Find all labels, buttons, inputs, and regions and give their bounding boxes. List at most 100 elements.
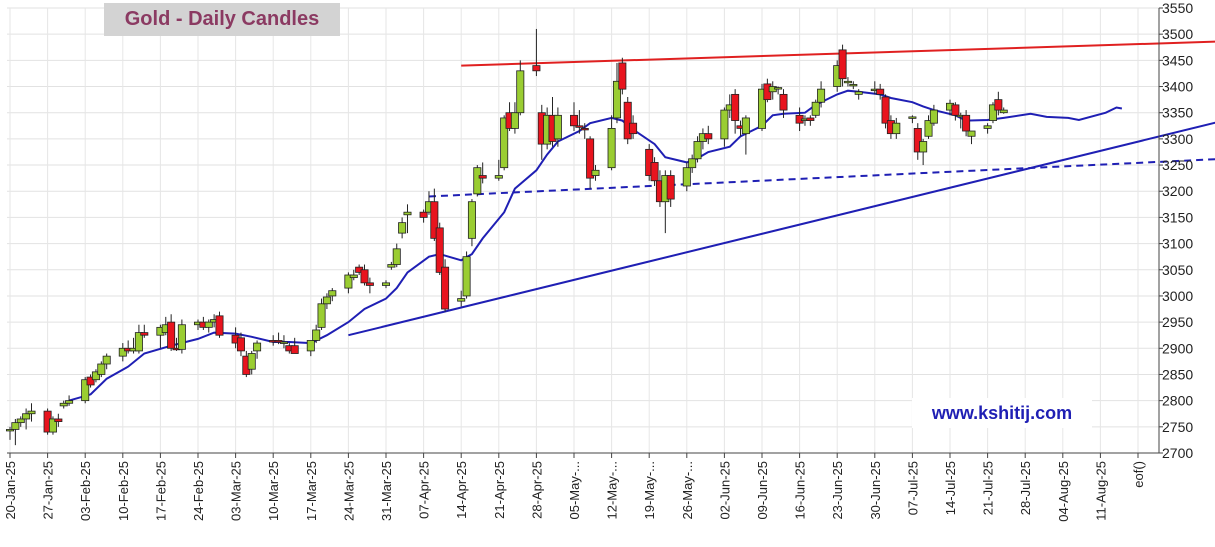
candle — [467, 199, 476, 247]
candle-body — [430, 201, 439, 239]
candle-body — [688, 158, 697, 169]
y-tick-label: 3250 — [1162, 157, 1193, 173]
candle-body — [279, 341, 288, 344]
gridlines — [7, 7, 1159, 454]
x-tick-label: 04-Aug-25 — [1056, 461, 1071, 522]
candle-body — [59, 402, 68, 407]
x-tick-label: 24-Feb-25 — [191, 461, 206, 521]
x-tick-label: 07-Apr-25 — [417, 461, 432, 519]
candle-body — [102, 355, 111, 365]
candle-body — [435, 227, 444, 273]
candle — [704, 125, 713, 145]
candle — [430, 188, 439, 241]
x-tick-label: 19-May-... — [642, 461, 657, 520]
candle-body — [441, 266, 450, 310]
candle-body — [54, 418, 63, 422]
ma-line — [68, 89, 1123, 402]
candle — [102, 353, 111, 370]
candle-body — [607, 128, 616, 169]
candle — [811, 99, 820, 118]
candle — [59, 400, 68, 409]
candle-body — [967, 130, 976, 137]
candle-body — [204, 321, 213, 328]
candle — [967, 130, 976, 145]
x-tick-label: 26-May-... — [680, 461, 695, 520]
candle — [913, 123, 922, 160]
candle-body — [473, 167, 482, 195]
candle-body — [951, 104, 960, 116]
candle-body — [999, 109, 1008, 114]
candle-body — [575, 125, 584, 128]
candle-body — [312, 329, 321, 341]
candle — [607, 115, 616, 171]
x-tick-label: 17-Mar-25 — [304, 461, 319, 521]
y-tick-label: 3100 — [1162, 236, 1193, 252]
candle-body — [586, 138, 595, 179]
candle — [693, 136, 702, 163]
candle — [403, 204, 412, 234]
y-axis: 2700 2750 2800 2850 2900 2950 3000 3050 3100 3150… — [1158, 0, 1193, 461]
candle-body — [838, 49, 847, 80]
candle — [983, 123, 992, 134]
candle-body — [892, 122, 901, 135]
x-tick-label: 21-Jul-25 — [981, 461, 996, 515]
candle-body — [650, 162, 659, 182]
candle-body — [666, 175, 675, 200]
candle — [854, 89, 863, 100]
candle — [118, 343, 127, 362]
candle — [951, 102, 960, 121]
candle-body — [247, 353, 256, 370]
candle-body — [403, 211, 412, 216]
candle — [494, 159, 503, 181]
x-tick-label: 03-Mar-25 — [229, 461, 244, 521]
candle — [312, 324, 321, 344]
candle — [441, 259, 450, 312]
candle — [398, 217, 407, 239]
x-tick-label: 14-Jul-25 — [943, 461, 958, 515]
x-axis: 20-Jan-25 27-Jan-25 03-Feb-25 10-Feb-25 17-F… — [3, 452, 1159, 522]
candle — [774, 86, 783, 95]
candle — [591, 165, 600, 181]
y-tick-label: 3500 — [1162, 26, 1193, 42]
candle-body — [236, 337, 245, 352]
x-tick-label: 12-May-... — [605, 461, 620, 520]
candle-body — [48, 418, 57, 433]
watermark-url[interactable]: www.kshitij.com — [912, 398, 1092, 428]
x-tick-label: 20-Jan-25 — [3, 461, 18, 520]
candle-body — [629, 122, 638, 135]
candle — [253, 340, 262, 359]
candle — [876, 83, 885, 100]
x-tick-label: 14-Apr-25 — [454, 461, 469, 519]
candle — [16, 416, 25, 427]
candles — [6, 28, 1008, 446]
candle-body — [962, 114, 971, 132]
x-tick-label: 30-Jun-25 — [868, 461, 883, 520]
candle-body — [274, 340, 283, 343]
candle — [510, 102, 519, 134]
x-tick-label: 11-Aug-25 — [1093, 461, 1108, 521]
candle — [6, 426, 14, 440]
candle — [134, 324, 143, 354]
candle — [612, 62, 621, 124]
x-tick-label: 27-Jan-25 — [41, 461, 56, 520]
x-tick-label: 28-Jul-25 — [1018, 461, 1033, 515]
candle — [140, 324, 149, 338]
candle-body — [467, 201, 476, 239]
candle-body — [919, 141, 928, 153]
candle — [11, 418, 20, 446]
candle-body — [988, 104, 997, 121]
candle — [688, 154, 697, 173]
candle-body — [929, 109, 938, 124]
candle — [457, 290, 466, 307]
candle — [322, 293, 331, 310]
candle — [999, 107, 1008, 114]
candle-body — [580, 128, 589, 131]
candle-body — [11, 422, 20, 430]
candle-body — [849, 84, 858, 87]
candle-body — [494, 175, 503, 179]
candle-body — [618, 62, 627, 90]
candle-body — [81, 379, 90, 402]
candle — [919, 138, 928, 166]
candle — [344, 272, 353, 294]
